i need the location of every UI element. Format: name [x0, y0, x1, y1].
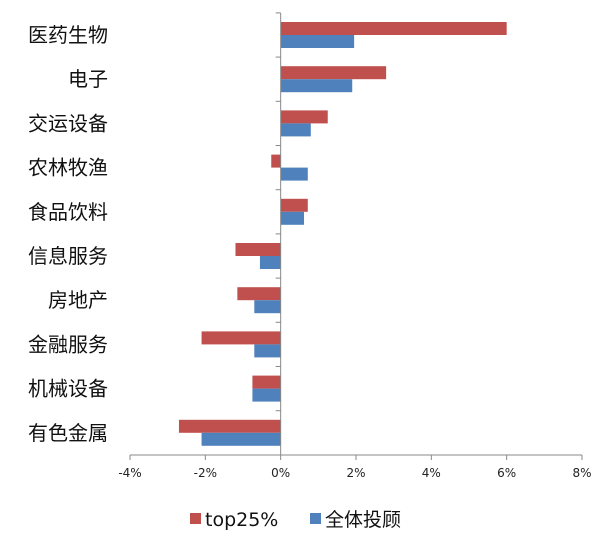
category-label: 金融服务 [28, 332, 108, 356]
bar-top25 [237, 287, 281, 301]
bar-top25 [235, 243, 281, 256]
category-label: 食品饮料 [28, 200, 108, 224]
bar-all-advisors [280, 79, 353, 93]
bar-all-advisors [201, 432, 281, 446]
x-tick-label: 0% [271, 466, 290, 480]
legend-swatch [310, 513, 321, 524]
bar-top25 [201, 331, 281, 345]
x-tick-label: -2% [194, 466, 217, 480]
bar-all-advisors [280, 167, 308, 181]
category-label: 信息服务 [28, 244, 108, 268]
category-label: 交运设备 [28, 111, 108, 135]
x-tick-label: -4% [118, 466, 141, 480]
category-label: 医药生物 [28, 23, 108, 47]
category-label: 电子 [68, 67, 108, 91]
legend-swatch [190, 513, 201, 524]
x-tick-label: 6% [497, 466, 516, 480]
x-tick-label: 8% [572, 466, 591, 480]
bars-group [178, 22, 507, 446]
x-tick-label: 4% [422, 466, 441, 480]
bar-all-advisors [254, 344, 281, 358]
legend-label: 全体投顾 [325, 509, 401, 531]
bar-top25 [280, 198, 308, 212]
bar-all-advisors [254, 300, 281, 314]
category-label: 房地产 [48, 288, 108, 312]
x-axis-ticks: -4% -2% 0% 2% 4% 6% 8% [118, 12, 592, 480]
legend-label: top25% [205, 509, 278, 531]
bar-all-advisors [259, 256, 281, 269]
bar-top25 [280, 110, 328, 124]
bar-top25 [271, 154, 281, 168]
category-label: 有色金属 [28, 421, 108, 445]
category-label: 农林牧渔 [28, 156, 108, 180]
x-tick-label: 2% [346, 466, 365, 480]
category-label: 机械设备 [28, 377, 108, 401]
bar-top25 [178, 419, 281, 433]
bar-all-advisors [280, 123, 311, 137]
legend: top25% 全体投顾 [190, 509, 401, 531]
bar-top25 [252, 375, 281, 389]
bar-top25 [280, 22, 507, 35]
bar-all-advisors [280, 35, 355, 48]
bar-all-advisors [252, 388, 281, 402]
bar-top25 [280, 66, 387, 80]
bar-all-advisors [280, 211, 305, 225]
